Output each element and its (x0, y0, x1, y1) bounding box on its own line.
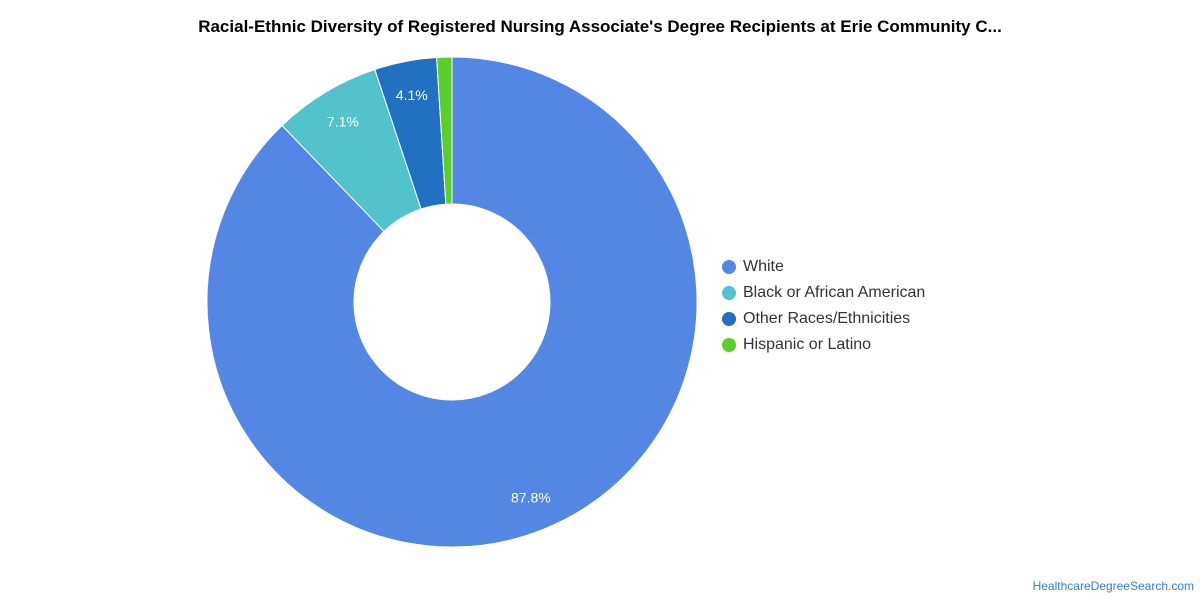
legend-swatch (722, 286, 736, 300)
source-link[interactable]: HealthcareDegreeSearch.com (1032, 579, 1194, 593)
slice-label: 7.1% (327, 113, 359, 129)
legend-item[interactable]: Black or African American (720, 280, 925, 306)
legend-label: Hispanic or Latino (743, 336, 872, 353)
slice-labels: 87.8% 7.1% 4.1% (327, 87, 551, 506)
legend-label: White (743, 258, 784, 275)
legend-item[interactable]: White (720, 254, 925, 280)
legend-item[interactable]: Other Races/Ethnicities (720, 306, 925, 332)
chart-title: Racial-Ethnic Diversity of Registered Nu… (198, 17, 1002, 36)
chart-legend: White Black or African American Other Race… (720, 254, 925, 358)
legend-item[interactable]: Hispanic or Latino (720, 332, 925, 358)
donut-slices (206, 56, 698, 548)
legend-swatch (722, 338, 736, 352)
legend-label: Other Races/Ethnicities (743, 310, 911, 327)
legend-swatch (722, 312, 736, 326)
legend-swatch (722, 260, 736, 274)
slice-hispanic-or-latino[interactable] (436, 56, 453, 205)
slice-label: 4.1% (396, 87, 428, 103)
slice-label: 87.8% (511, 490, 551, 506)
legend-label: Black or African American (743, 284, 926, 301)
slice-white[interactable] (206, 56, 698, 548)
